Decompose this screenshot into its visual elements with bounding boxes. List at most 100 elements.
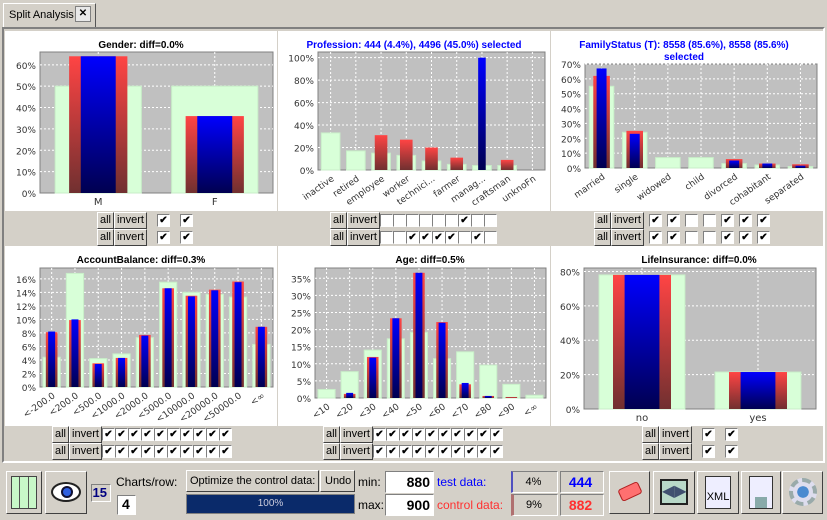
all-button[interactable]: all [330,212,348,229]
category-checkbox[interactable]: ✔ [153,445,167,458]
category-checkbox[interactable]: ✔ [179,231,193,244]
category-checkbox[interactable]: ✔ [476,445,490,458]
category-checkbox[interactable]: ✔ [701,445,715,458]
category-checkbox[interactable]: ✔ [372,445,386,458]
category-checkbox[interactable]: ✔ [218,428,232,441]
category-checkbox[interactable]: ✔ [398,445,412,458]
category-checkbox[interactable]: ✔ [205,445,219,458]
run-settings-button[interactable] [782,471,823,514]
invert-button[interactable]: invert [69,426,102,443]
category-checkbox[interactable]: ✔ [101,428,115,441]
category-checkbox[interactable]: ✔ [648,214,662,227]
xml-export-button[interactable]: XML [697,471,739,514]
category-checkbox[interactable] [483,214,497,227]
category-checkbox[interactable]: ✔ [127,445,141,458]
all-button[interactable]: all [97,229,115,246]
invert-button[interactable]: invert [611,212,644,229]
category-checkbox[interactable]: ✔ [140,445,154,458]
category-checkbox[interactable]: ✔ [156,231,170,244]
category-checkbox[interactable]: ✔ [738,214,752,227]
invert-button[interactable]: invert [114,212,147,229]
category-checkbox[interactable]: ✔ [666,231,680,244]
category-checkbox[interactable] [457,231,471,244]
category-checkbox[interactable] [684,214,698,227]
columns-button[interactable] [6,471,42,514]
category-checkbox[interactable] [702,231,716,244]
clear-button[interactable] [609,471,650,514]
invert-button[interactable]: invert [347,212,380,229]
category-checkbox[interactable]: ✔ [648,231,662,244]
close-icon[interactable]: ✕ [75,6,91,22]
max-input[interactable]: 900 [385,494,434,516]
charts-per-row-input[interactable]: 4 [117,495,136,515]
category-checkbox[interactable]: ✔ [431,231,445,244]
category-checkbox[interactable]: ✔ [127,428,141,441]
category-checkbox[interactable] [684,231,698,244]
min-input[interactable]: 880 [385,471,434,493]
split-button[interactable]: ◀▶ [653,471,695,514]
category-checkbox[interactable]: ✔ [724,445,738,458]
category-checkbox[interactable] [405,214,419,227]
all-button[interactable]: all [330,229,348,246]
category-checkbox[interactable] [483,231,497,244]
category-checkbox[interactable]: ✔ [385,428,399,441]
category-checkbox[interactable]: ✔ [463,428,477,441]
category-checkbox[interactable] [444,214,458,227]
category-checkbox[interactable]: ✔ [140,428,154,441]
category-checkbox[interactable]: ✔ [156,214,170,227]
category-checkbox[interactable]: ✔ [218,445,232,458]
category-checkbox[interactable] [379,214,393,227]
category-checkbox[interactable] [379,231,393,244]
category-checkbox[interactable]: ✔ [720,231,734,244]
category-checkbox[interactable]: ✔ [411,445,425,458]
category-checkbox[interactable]: ✔ [192,445,206,458]
category-checkbox[interactable]: ✔ [405,231,419,244]
category-checkbox[interactable]: ✔ [720,214,734,227]
all-button[interactable]: all [642,443,660,460]
all-button[interactable]: all [594,229,612,246]
category-checkbox[interactable]: ✔ [756,214,770,227]
all-button[interactable]: all [52,426,70,443]
category-checkbox[interactable]: ✔ [450,428,464,441]
all-button[interactable]: all [642,426,660,443]
category-checkbox[interactable] [431,214,445,227]
category-checkbox[interactable]: ✔ [738,231,752,244]
invert-button[interactable]: invert [114,229,147,246]
category-checkbox[interactable] [418,214,432,227]
all-button[interactable]: all [52,443,70,460]
category-checkbox[interactable]: ✔ [179,445,193,458]
category-checkbox[interactable]: ✔ [372,428,386,441]
category-checkbox[interactable] [702,214,716,227]
invert-button[interactable]: invert [340,426,373,443]
invert-button[interactable]: invert [611,229,644,246]
category-checkbox[interactable]: ✔ [470,231,484,244]
category-checkbox[interactable] [470,214,484,227]
invert-button[interactable]: invert [340,443,373,460]
save-button[interactable] [741,471,781,514]
category-checkbox[interactable]: ✔ [114,445,128,458]
all-button[interactable]: all [323,426,341,443]
category-checkbox[interactable]: ✔ [437,428,451,441]
category-checkbox[interactable]: ✔ [424,428,438,441]
category-checkbox[interactable] [392,214,406,227]
category-checkbox[interactable] [392,231,406,244]
category-checkbox[interactable]: ✔ [424,445,438,458]
category-checkbox[interactable]: ✔ [101,445,115,458]
all-button[interactable]: all [594,212,612,229]
category-checkbox[interactable]: ✔ [205,428,219,441]
category-checkbox[interactable]: ✔ [166,445,180,458]
all-button[interactable]: all [97,212,115,229]
undo-button[interactable]: Undo [320,470,355,492]
category-checkbox[interactable]: ✔ [476,428,490,441]
category-checkbox[interactable]: ✔ [398,428,412,441]
optimize-button[interactable]: Optimize the control data: [186,470,319,492]
category-checkbox[interactable]: ✔ [724,428,738,441]
invert-button[interactable]: invert [659,426,692,443]
category-checkbox[interactable]: ✔ [166,428,180,441]
category-checkbox[interactable]: ✔ [444,231,458,244]
category-checkbox[interactable]: ✔ [756,231,770,244]
invert-button[interactable]: invert [659,443,692,460]
category-checkbox[interactable]: ✔ [437,445,451,458]
category-checkbox[interactable]: ✔ [463,445,477,458]
category-checkbox[interactable]: ✔ [153,428,167,441]
